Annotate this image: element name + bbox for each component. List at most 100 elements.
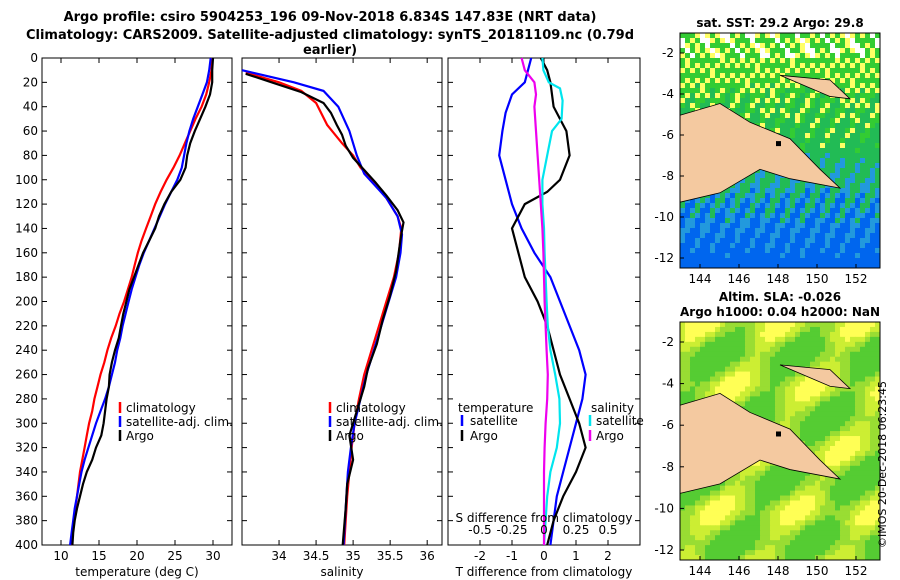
sst-map-cell — [870, 248, 876, 254]
sst-map-cell — [830, 258, 836, 264]
sla-map-cell — [765, 386, 771, 392]
sla-map-cell — [700, 391, 706, 397]
sst-map-cell — [810, 203, 816, 209]
sla-map-cell — [840, 322, 846, 328]
sla-map-cell — [740, 475, 746, 482]
sst-map-cell — [840, 178, 846, 184]
sst-map-cell — [850, 183, 856, 189]
sst-map-cell — [745, 263, 751, 269]
legend-item: Argo — [336, 429, 364, 443]
sla-map-cell — [800, 336, 806, 343]
sst-map-cell — [820, 48, 826, 54]
sst-map-cell — [725, 218, 731, 224]
sst-map-cell — [735, 228, 741, 234]
sst-map-cell — [830, 188, 836, 194]
sst-map-cell — [820, 188, 826, 194]
sst-map-cell — [870, 218, 876, 224]
sst-map-cell — [685, 33, 691, 39]
sst-map-cell — [695, 88, 701, 94]
sst-map-cell — [750, 183, 756, 189]
sla-map-cell — [690, 351, 696, 358]
sla-map-cell — [775, 396, 781, 402]
sla-map-cell — [850, 376, 856, 382]
sla-map-cell — [810, 480, 816, 487]
sla-map-cell — [735, 500, 741, 506]
sst-map-cell — [805, 88, 811, 94]
sla-map-cell — [835, 356, 841, 363]
sla-map-cell — [765, 361, 771, 368]
sla-map-cell — [690, 550, 696, 556]
sst-map-cell — [825, 153, 831, 159]
sla-map-cell — [825, 500, 831, 506]
sla-map-cell — [800, 421, 806, 427]
sla-map-cell — [710, 322, 716, 328]
sla-map-cell — [830, 540, 836, 546]
sst-map-cell — [830, 103, 836, 109]
sst-map-cell — [755, 93, 761, 99]
sla-map-cell — [875, 535, 881, 541]
sla-map-cell — [820, 431, 826, 437]
sla-map-cell — [875, 396, 881, 402]
sst-map-cell — [730, 243, 736, 249]
sst-map-cell — [685, 53, 691, 59]
sla-map-cell — [715, 490, 721, 497]
sla-map-cell — [860, 455, 866, 462]
sla-map-cell — [765, 381, 771, 387]
sla-map-cell — [820, 322, 826, 328]
sst-map-cell — [695, 58, 701, 64]
sla-map-cell — [705, 490, 711, 497]
sla-map-cell — [770, 535, 776, 541]
sst-map-cell — [815, 253, 821, 259]
sla-map-cell — [750, 361, 756, 368]
sst-map-cell — [825, 193, 831, 199]
sst-map-cell — [775, 248, 781, 254]
sla-map-cell — [825, 445, 831, 452]
sla-map-cell — [860, 351, 866, 358]
sst-map-cell — [845, 98, 851, 104]
sla-map-cell — [820, 545, 826, 551]
sla-map-cell — [870, 465, 876, 472]
sst-map-cell — [795, 128, 801, 134]
sst-map-cell — [765, 183, 771, 189]
sst-map-cell — [820, 193, 826, 199]
sst-map-cell — [800, 73, 806, 79]
sla-map-cell — [860, 500, 866, 506]
sla-map-cell — [795, 505, 801, 511]
sla-map-cell — [840, 426, 846, 432]
sst-map-cell — [835, 98, 841, 104]
sla-map-cell — [875, 426, 881, 432]
sla-map-cell — [810, 336, 816, 343]
sla-map-cell — [710, 366, 716, 373]
sst-map-cell — [680, 208, 686, 214]
sla-map-cell — [790, 505, 796, 511]
sla-map-cell — [845, 416, 851, 422]
sla-map-cell — [690, 391, 696, 397]
sst-map-cell — [790, 238, 796, 244]
sla-map-cell — [795, 535, 801, 541]
sla-map-cell — [790, 515, 796, 521]
x-tick-label-difference: 0 — [540, 549, 548, 563]
sst-map-cell — [825, 258, 831, 264]
sst-map-cell — [775, 178, 781, 184]
sst-map-cell — [735, 193, 741, 199]
sst-map-cell — [830, 163, 836, 169]
sla-map-cell — [865, 376, 871, 382]
sst-map-cell — [845, 228, 851, 234]
sla-map-cell — [840, 495, 846, 501]
sla-map-cell — [730, 322, 736, 328]
sst-map-cell — [770, 228, 776, 234]
sst-map-cell — [770, 108, 776, 114]
sla-map-cell — [735, 490, 741, 497]
sla-map-cell — [750, 550, 756, 556]
sla-map-cell — [780, 356, 786, 363]
sst-map-cell — [875, 233, 881, 239]
sst-map-cell — [860, 203, 866, 209]
sst-map-cell — [855, 188, 861, 194]
sla-map-cell — [865, 480, 871, 487]
sst-map-cell — [825, 123, 831, 129]
sla-map-cell — [705, 371, 711, 378]
sla-map-cell — [715, 550, 721, 556]
sla-map-cell — [785, 530, 791, 536]
sst-map-cell — [875, 258, 881, 264]
